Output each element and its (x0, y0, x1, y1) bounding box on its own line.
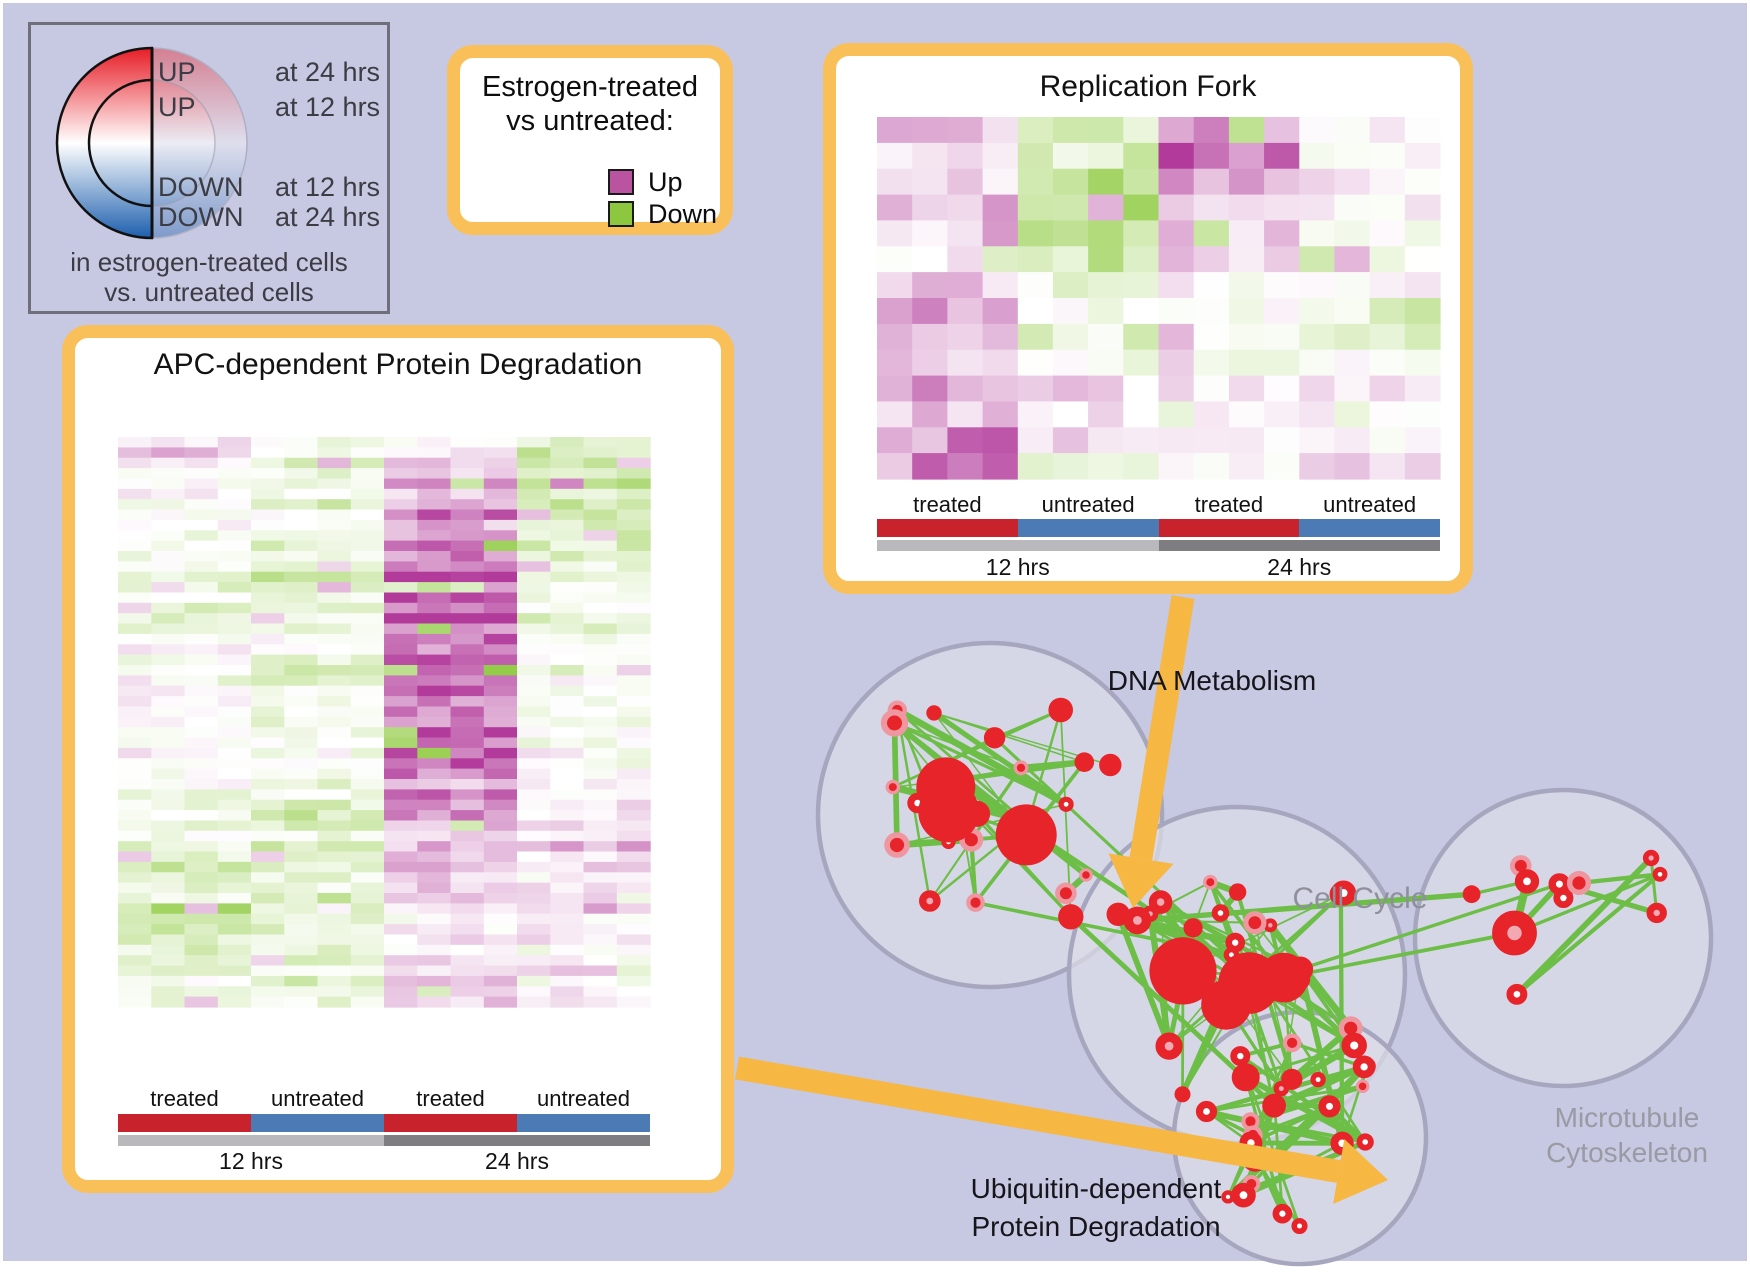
24hr-label: 24 hrs (485, 1148, 549, 1174)
condition-color-bar (118, 1114, 650, 1132)
up-label: UP (158, 92, 196, 122)
24hr-bar-segment (1158, 540, 1440, 551)
down-color-swatch (608, 201, 634, 227)
treated-label: treated (150, 1086, 219, 1111)
gradient-row-up-12: UP at 12 hrs (158, 91, 380, 123)
untreated-label: untreated (1041, 492, 1135, 517)
color-key-title: Estrogen-treated vs untreated: (481, 71, 698, 137)
12hr-label: 12 hrs (985, 554, 1050, 580)
treated-bar-segment (118, 1114, 251, 1132)
24hr-bar-segment (384, 1135, 650, 1146)
untreated-label: untreated (271, 1086, 364, 1111)
time-color-bar (118, 1135, 650, 1146)
time-24-label: at 24 hrs (275, 202, 381, 232)
24hr-label: 24 hrs (1267, 554, 1332, 580)
apc-degradation-title: APC-dependent Protein Degradation (153, 348, 643, 381)
time-24-label: at 24 hrs (275, 57, 381, 87)
up-color-swatch (608, 169, 634, 195)
apc-degradation-panel: APC-dependent Protein Degradation treate… (62, 325, 734, 1193)
treated-label: treated (416, 1086, 485, 1111)
apc-degradation-heatmap (118, 437, 651, 1008)
up-label: UP (158, 57, 196, 87)
time-labels-row: 12 hrs 24 hrs (118, 1148, 650, 1176)
untreated-label: untreated (537, 1086, 630, 1111)
down-key-label: Down (648, 199, 718, 229)
time-12-label: at 12 hrs (275, 92, 381, 122)
untreated-bar-segment (517, 1114, 650, 1132)
time-color-bar (877, 540, 1440, 551)
up-down-gradient-circle-glyph (55, 46, 248, 240)
treated-label: treated (913, 492, 982, 517)
treated-bar-segment (877, 519, 1018, 537)
untreated-bar-segment (251, 1114, 384, 1132)
gradient-legend-box: UP at 24 hrs UP at 12 hrs DOWN at 12 hrs… (28, 22, 390, 314)
condition-color-bar (877, 519, 1440, 537)
gradient-row-down-12: DOWN at 12 hrs (158, 171, 380, 203)
gradient-row-up-24: UP at 24 hrs (158, 56, 380, 88)
cluster-label-microtubule-cytoskeleton: Microtubule Cytoskeleton (1546, 1102, 1708, 1168)
color-key-box: Estrogen-treated vs untreated: Up Down (447, 45, 733, 235)
cluster-label-ubiquitin-degradation: Ubiquitin-dependent Protein Degradation (970, 1173, 1222, 1242)
cluster-label-dna-metabolism: DNA Metabolism (1107, 665, 1317, 696)
condition-labels-row: treated untreated treated untreated (877, 492, 1440, 518)
12hr-bar-segment (877, 540, 1159, 551)
untreated-label: untreated (1323, 492, 1417, 517)
condition-labels-row: treated untreated treated untreated (118, 1086, 650, 1112)
treated-bar-segment (1158, 519, 1300, 537)
cluster-label-cell-cycle: Cell Cycle (1292, 882, 1428, 915)
gradient-legend-footer: in estrogen-treated cells vs. untreated … (70, 247, 348, 307)
treated-label: treated (1194, 492, 1264, 517)
12hr-label: 12 hrs (219, 1148, 283, 1174)
treated-bar-segment (384, 1114, 517, 1132)
down-label: DOWN (158, 202, 244, 232)
time-labels-row: 12 hrs 24 hrs (877, 554, 1440, 582)
replication-fork-panel: Replication Fork treated untreated treat… (823, 43, 1473, 594)
up-key-label: Up (648, 167, 683, 197)
12hr-bar-segment (118, 1135, 384, 1146)
untreated-bar-segment (1017, 519, 1159, 537)
gradient-row-down-24: DOWN at 24 hrs (158, 201, 380, 233)
replication-fork-heatmap (877, 117, 1441, 480)
replication-fork-title: Replication Fork (1039, 70, 1257, 103)
down-label: DOWN (158, 172, 244, 202)
untreated-bar-segment (1299, 519, 1440, 537)
time-12-label: at 12 hrs (275, 172, 381, 202)
